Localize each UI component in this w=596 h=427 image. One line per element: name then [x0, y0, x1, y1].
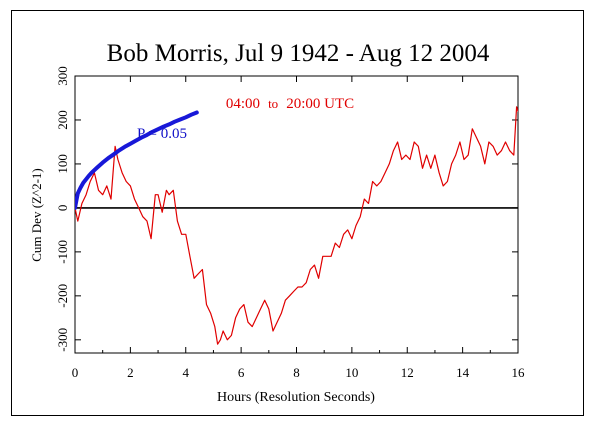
- time-range-end: 20:00 UTC: [286, 96, 354, 112]
- y-tick-label: -100: [55, 240, 70, 264]
- x-tick-label: 14: [456, 365, 470, 380]
- time-range-annotation: 04:00 to 20:00 UTC: [226, 95, 354, 112]
- series-group: [75, 107, 518, 344]
- x-tick-label: 10: [345, 365, 358, 380]
- x-tick-label: 12: [401, 365, 414, 380]
- x-tick-label: 8: [293, 365, 300, 380]
- time-range-to: to: [268, 96, 278, 111]
- y-tick-label: 300: [55, 66, 70, 86]
- x-tick-label: 4: [183, 365, 190, 380]
- y-tick-label: -200: [55, 284, 70, 308]
- x-tick-label: 16: [512, 365, 526, 380]
- y-tick-label: 100: [55, 154, 70, 174]
- y-tick-label: 0: [55, 205, 70, 212]
- y-tick-label: -300: [55, 328, 70, 352]
- chart-title: Bob Morris, Jul 9 1942 - Aug 12 2004: [107, 40, 490, 67]
- axis-tick-labels: 0 2 4 6 8 10 12 14 16 -300 -200 -100 0 100 200 300: [55, 66, 525, 380]
- cumdev-series-line: [75, 107, 518, 344]
- x-tick-label: 6: [238, 365, 245, 380]
- x-tick-label: 0: [72, 365, 79, 380]
- y-tick-label: 200: [55, 110, 70, 130]
- x-tick-label: 2: [127, 365, 134, 380]
- y-axis-label: Cum Dev (Z^2-1): [29, 168, 44, 261]
- p-value-annotation: P = 0.05: [137, 126, 187, 142]
- time-range-start: 04:00: [226, 96, 260, 112]
- x-axis-label: Hours (Resolution Seconds): [217, 390, 375, 405]
